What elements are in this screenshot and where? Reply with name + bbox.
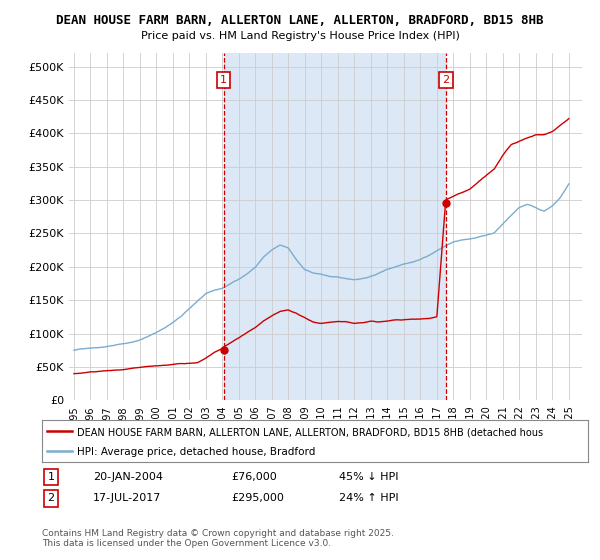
Text: £76,000: £76,000	[231, 472, 277, 482]
Text: Price paid vs. HM Land Registry's House Price Index (HPI): Price paid vs. HM Land Registry's House …	[140, 31, 460, 41]
Text: £295,000: £295,000	[231, 493, 284, 503]
Bar	[224, 53, 446, 400]
Text: DEAN HOUSE FARM BARN, ALLERTON LANE, ALLERTON, BRADFORD, BD15 8HB (detached hous: DEAN HOUSE FARM BARN, ALLERTON LANE, ALL…	[77, 428, 544, 437]
Text: 24% ↑ HPI: 24% ↑ HPI	[339, 493, 398, 503]
Point	[219, 345, 229, 354]
Text: 17-JUL-2017: 17-JUL-2017	[93, 493, 161, 503]
Text: 45% ↓ HPI: 45% ↓ HPI	[339, 472, 398, 482]
Text: 2: 2	[47, 493, 55, 503]
Text: This data is licensed under the Open Government Licence v3.0.: This data is licensed under the Open Gov…	[42, 539, 331, 548]
Text: 1: 1	[47, 472, 55, 482]
Text: Contains HM Land Registry data © Crown copyright and database right 2025.: Contains HM Land Registry data © Crown c…	[42, 529, 394, 538]
Text: 20-JAN-2004: 20-JAN-2004	[93, 472, 163, 482]
Text: 1: 1	[220, 75, 227, 85]
Point	[441, 199, 451, 208]
Text: 2: 2	[442, 75, 449, 85]
Text: HPI: Average price, detached house, Bradford: HPI: Average price, detached house, Brad…	[77, 447, 316, 457]
Text: DEAN HOUSE FARM BARN, ALLERTON LANE, ALLERTON, BRADFORD, BD15 8HB: DEAN HOUSE FARM BARN, ALLERTON LANE, ALL…	[56, 14, 544, 27]
